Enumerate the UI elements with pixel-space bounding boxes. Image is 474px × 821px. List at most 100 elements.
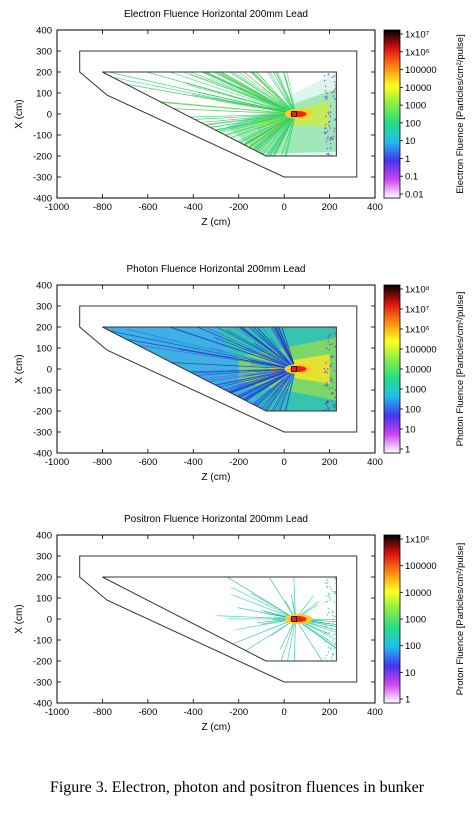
fluence-streak [295, 618, 337, 651]
y-tick-label: 0 [47, 365, 52, 376]
fluence-streak [295, 618, 337, 645]
fluence-dot [331, 91, 334, 94]
chart-title: Photon Fluence Horizontal 200mm Lead [127, 264, 306, 275]
y-tick-label: 200 [36, 323, 52, 334]
fluence-streak [250, 328, 296, 370]
fluence-dot [323, 368, 326, 370]
chart-panel-3: Positron Fluence Horizontal 200mm Lead -1… [14, 514, 466, 733]
fluence-streak [222, 368, 296, 411]
colorbar [383, 284, 401, 454]
fluence-dot [324, 132, 326, 135]
x-tick-label: 0 [281, 202, 286, 213]
y-tick-label: -400 [33, 449, 52, 460]
fluence-streak [205, 327, 296, 370]
fluence-streak [189, 368, 296, 411]
fluence-streak [237, 368, 296, 386]
fluence-streak [195, 72, 296, 115]
fluence-dot [333, 75, 336, 77]
x-tick-label: -600 [138, 707, 157, 718]
fluence-streak [140, 72, 296, 115]
colorbar-tick-label: 100 [405, 118, 421, 129]
fluence-streak [185, 82, 296, 115]
x-tick-label: 200 [322, 457, 338, 468]
colorbar-tick-label: 1000 [405, 101, 426, 112]
fluence-dot [330, 377, 333, 379]
y-tick-label: 300 [36, 302, 52, 313]
fluence-dot [326, 381, 328, 384]
colorbar-tick-label: 1000 [405, 615, 426, 626]
fluence-dot [326, 600, 329, 603]
fluence-dot [327, 368, 329, 370]
fluence-dot [328, 124, 330, 127]
fluence-dot [327, 73, 330, 76]
fluence-dot [333, 405, 335, 408]
fluence-streak [261, 345, 296, 370]
fluence-dot [325, 626, 328, 628]
fluence-streak [259, 72, 296, 115]
fluence-dot [332, 618, 334, 621]
fluence-streak [178, 348, 296, 370]
x-tick-label: 0 [281, 707, 286, 718]
fluence-dot [332, 654, 334, 656]
fluence-streak [248, 327, 296, 370]
fluence-streak [154, 113, 296, 156]
fluence-dot [326, 638, 328, 641]
x-tick-label: -800 [93, 707, 112, 718]
colorbar-tick-label: 100 [405, 405, 421, 416]
fluence-streak [102, 327, 296, 370]
y-tick-label: 100 [36, 89, 52, 100]
fluence-streak [112, 327, 296, 370]
fluence-dot [331, 386, 333, 389]
fluence-dot [327, 592, 330, 595]
fluence-streak [232, 72, 296, 115]
fluence-streak [121, 368, 296, 411]
fluence-streak [295, 618, 329, 661]
plot-frame [56, 534, 376, 704]
figure: Electron Fluence Horizontal 200mm Lead -1… [14, 9, 466, 796]
y-tick-label: 100 [36, 344, 52, 355]
fluence-streak [226, 577, 296, 620]
fluence-streak [228, 113, 296, 156]
fluence-streak [214, 72, 296, 115]
y-tick-label: -200 [33, 407, 52, 418]
chart-title: Electron Fluence Horizontal 200mm Lead [124, 9, 308, 20]
fluence-dot [326, 147, 329, 150]
fluence-dot [324, 625, 327, 628]
fluence-streak [230, 618, 296, 646]
figure-caption: Figure 3. Electron, photon and positron … [49, 779, 425, 796]
x-tick-label: 400 [367, 457, 383, 468]
fluence-dot [333, 601, 336, 603]
y-tick-label: 0 [47, 110, 52, 121]
fluence-dot [332, 590, 334, 593]
x-axis-label: Z (cm) [202, 472, 231, 483]
fluence-streak [230, 586, 296, 620]
fluence-dot [334, 84, 337, 86]
fluence-dot [327, 340, 330, 343]
fluence-streak [224, 327, 296, 370]
colorbar-tick-label: 100 [405, 641, 421, 652]
fluence-dot [329, 599, 332, 601]
fluence-dot [329, 111, 332, 113]
y-tick-label: 200 [36, 573, 52, 584]
fluence-dot [326, 654, 328, 657]
fluence-dot [327, 136, 329, 138]
fluence-streak [253, 72, 296, 115]
fluence-dot [332, 381, 334, 384]
colorbar-tick-label: 1 [405, 154, 410, 165]
fluence-streak [157, 113, 296, 156]
fluence-dot [324, 96, 326, 98]
fluence-streak [277, 618, 296, 661]
chart-panel-1: Electron Fluence Horizontal 200mm Lead -1… [14, 9, 466, 228]
fluence-dot [329, 586, 331, 588]
fluence-streak [230, 594, 296, 620]
fluence-streak [217, 368, 296, 411]
colorbar-tick-label: 100000 [405, 345, 437, 356]
fluence-dot [327, 611, 330, 614]
bunker-outer-wall [79, 305, 358, 433]
y-axis-label: X (cm) [14, 604, 25, 633]
fluence-streak [128, 113, 296, 156]
y-tick-label: -300 [33, 428, 52, 439]
fluence-dot [329, 120, 331, 123]
x-tick-label: -600 [138, 457, 157, 468]
fluence-streak [252, 72, 296, 115]
